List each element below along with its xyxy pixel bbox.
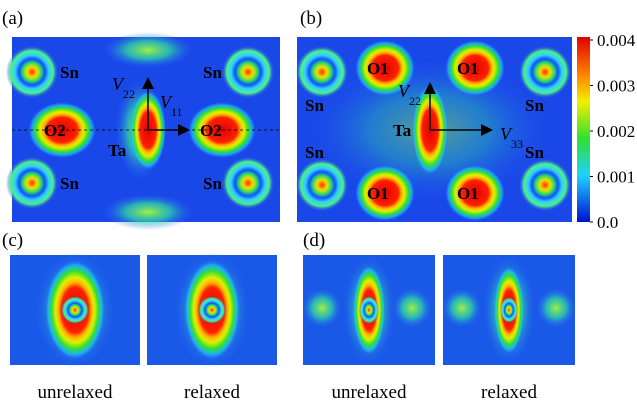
atom-label: Sn	[305, 96, 324, 115]
panel-label: (d)	[303, 230, 325, 251]
atom-label: O2	[44, 121, 66, 140]
atom-label: Sn	[60, 63, 79, 82]
caption: relaxed	[184, 382, 240, 403]
colorbar	[577, 37, 590, 222]
colorbar-tick-label: 0.002	[597, 122, 635, 141]
atom-label: O1	[457, 184, 479, 203]
colorbar-tick-label: 0.004	[597, 31, 636, 50]
figure: (a) (b) (c) (d) Sn Sn Sn Sn O2 O2 Ta O1 O1 O1 O1 Sn Sn Sn…	[0, 0, 637, 405]
caption: unrelaxed	[332, 382, 407, 403]
map-b	[296, 37, 572, 222]
axis-subscript: 33	[511, 137, 523, 151]
colorbar-tick-label: 0.003	[597, 77, 635, 96]
atom-label: O1	[367, 184, 389, 203]
atom-label: O2	[200, 121, 222, 140]
panel-label: (b)	[300, 8, 322, 29]
caption: unrelaxed	[38, 382, 113, 403]
atom-label: O1	[457, 59, 479, 78]
axis-subscript: 22	[409, 94, 421, 108]
colorbar-tick-label: 0.0	[597, 213, 618, 232]
atom-label: Ta	[393, 121, 412, 140]
atom-label: Sn	[525, 96, 544, 115]
atom-label: Sn	[203, 63, 222, 82]
panel-label: (c)	[2, 230, 23, 251]
panel-label: (a)	[2, 8, 23, 29]
axis-subscript: 11	[171, 105, 183, 119]
caption: relaxed	[481, 382, 537, 403]
atom-label: Sn	[525, 143, 544, 162]
atom-label: Sn	[305, 143, 324, 162]
atom-label: O1	[367, 59, 389, 78]
atom-label: Sn	[203, 174, 222, 193]
atom-label: Sn	[60, 174, 79, 193]
axis-subscript: 22	[123, 87, 135, 101]
atom-label: Ta	[108, 141, 127, 160]
colorbar-tick-label: 0.001	[597, 168, 635, 187]
zoom-maps	[10, 252, 576, 368]
